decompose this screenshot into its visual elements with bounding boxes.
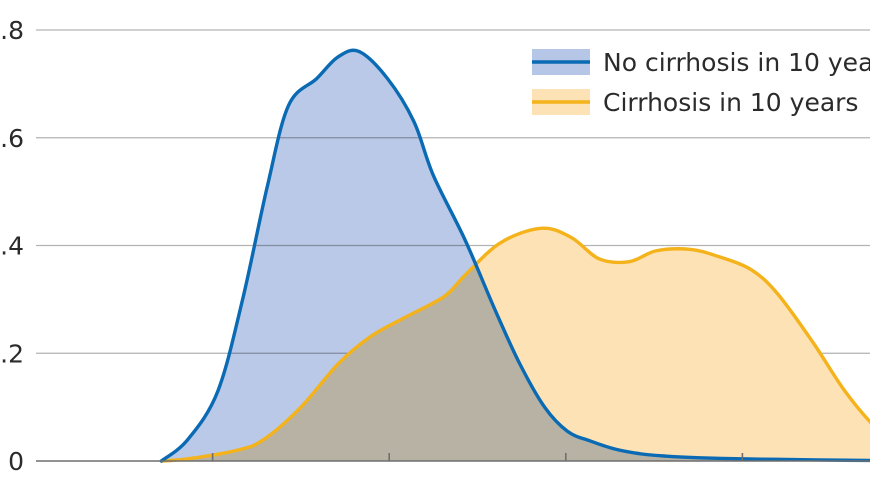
series-line-no-cirrhosis <box>159 48 870 463</box>
y-tick-label: .8 <box>0 16 24 45</box>
y-tick-labels: 0 .2 .4 .6 .8 <box>0 16 24 476</box>
legend-label: Cirrhosis in 10 years <box>603 88 858 117</box>
density-areas <box>161 50 870 461</box>
series-area-no-cirrhosis <box>161 50 870 461</box>
y-tick-label: .2 <box>0 339 24 368</box>
y-tick-label: .6 <box>0 124 24 153</box>
y-tick-label: .4 <box>0 232 24 261</box>
legend-label: No cirrhosis in 10 years <box>603 48 870 77</box>
legend: No cirrhosis in 10 years Cirrhosis in 10 … <box>532 48 870 117</box>
series-line-cirrhosis <box>159 226 870 463</box>
density-lines <box>159 48 870 463</box>
x-axis <box>36 453 870 462</box>
y-tick-label: 0 <box>8 447 24 476</box>
